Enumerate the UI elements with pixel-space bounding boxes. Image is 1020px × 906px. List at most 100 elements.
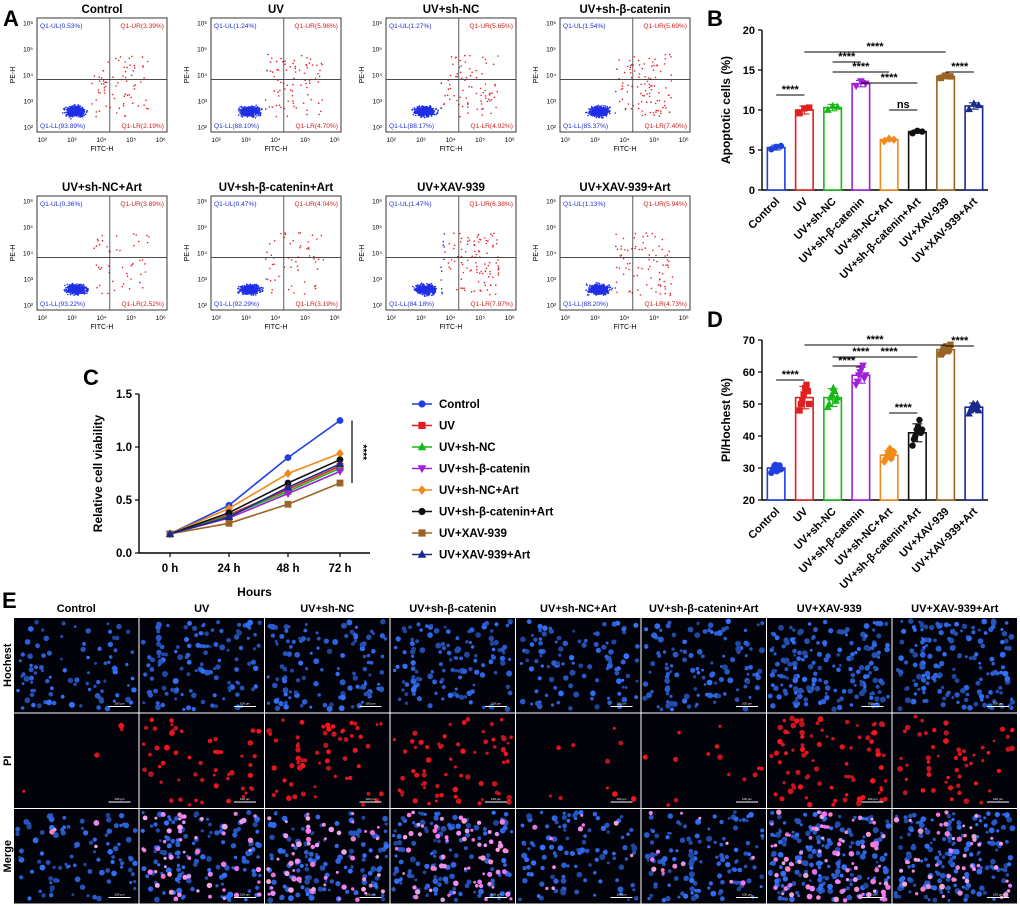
flow-y-tick: 10³ [373, 98, 383, 105]
flow-x-tick: 10² [211, 137, 221, 144]
flow-dot [302, 102, 305, 104]
flow-dot [100, 83, 103, 85]
flow-dot [322, 258, 325, 261]
flow-dot [310, 98, 312, 101]
flow-dot [479, 238, 481, 241]
flow-dot [616, 291, 618, 294]
flow-dot [615, 233, 617, 236]
flow-dot [421, 108, 424, 111]
flow-dot [117, 82, 119, 84]
flow-y-tick: 10³ [24, 98, 34, 105]
flow-dot [629, 68, 631, 71]
flow-dot [103, 86, 106, 89]
flow-x-tick: 10⁴ [619, 315, 629, 322]
flow-dot [246, 108, 248, 111]
flow-dot [237, 114, 240, 116]
flow-dot [71, 290, 73, 292]
flow-dot [467, 103, 469, 105]
flow-dot [652, 69, 655, 71]
flow-dot [106, 81, 108, 84]
flow-dot [126, 66, 128, 69]
flow-dot [664, 58, 667, 60]
quadrant-ul-label: Q1-UL(1.13%) [563, 201, 606, 208]
flow-dot [308, 255, 311, 257]
flow-dot [497, 265, 499, 267]
flow-y-tick: 10⁴ [23, 72, 33, 79]
flow-dot [471, 71, 473, 73]
flow-dot [78, 116, 80, 118]
flow-dot [431, 286, 433, 289]
flow-dot [610, 289, 613, 291]
flow-dot [441, 292, 444, 295]
flow-dot [69, 293, 72, 296]
flow-dot [121, 285, 124, 288]
flow-y-label: PE-H [533, 67, 540, 84]
flow-dot [435, 108, 438, 110]
flow-dot [265, 278, 267, 280]
flow-dot [133, 244, 135, 247]
quadrant-ur-label: Q1-UR(5.96%) [294, 23, 338, 30]
flow-dot [412, 108, 414, 110]
flow-dot [130, 96, 132, 99]
flow-dot [480, 103, 483, 105]
flow-dot [305, 82, 307, 85]
quadrant-lr-label: Q1-LR(4.73%) [644, 301, 687, 308]
flow-dot [269, 279, 272, 282]
flow-dot [481, 73, 483, 75]
flow-dot [289, 242, 292, 245]
flow-dot [484, 89, 486, 92]
flow-dot [488, 261, 491, 264]
flow-y-tick: 10² [547, 124, 557, 131]
flow-dot [625, 267, 627, 269]
flow-dot [415, 287, 418, 290]
flow-dot [278, 95, 280, 97]
flow-dot [78, 108, 81, 111]
flow-dot [640, 92, 642, 95]
flow-dot [144, 263, 146, 265]
flow-dot [308, 80, 311, 82]
flow-dot [608, 284, 610, 287]
flow-dot [124, 61, 126, 63]
flow-dot [607, 286, 610, 289]
flow-dot [497, 272, 500, 274]
flow-dot [475, 262, 477, 264]
flow-dot [597, 104, 599, 107]
flow-dot [487, 98, 490, 101]
flow-dot [303, 72, 306, 75]
flow-dot [622, 257, 625, 260]
flow-dot [611, 287, 613, 290]
flow-dot [98, 80, 101, 82]
flow-dot [68, 113, 70, 116]
flow-dot [603, 110, 605, 112]
flow-dot [291, 90, 294, 92]
flow-dot [251, 110, 253, 112]
flow-dot [643, 63, 646, 65]
flow-dot [250, 285, 252, 288]
flow-dot [413, 108, 416, 111]
flow-dot [490, 99, 493, 101]
flow-dot [240, 114, 243, 116]
flow-dot [467, 112, 469, 114]
flow-dot [78, 289, 80, 292]
flow-y-tick: 10² [373, 302, 383, 309]
flow-panel-title: UV [268, 4, 284, 16]
quadrant-ul-label: Q1-UL(1.47%) [389, 201, 432, 208]
flow-dot [98, 110, 101, 112]
flow-dot [131, 55, 133, 58]
flow-x-tick: 10³ [241, 137, 251, 144]
flow-dot [650, 287, 653, 290]
flow-dot [420, 282, 423, 285]
flow-dot [658, 91, 660, 94]
flow-dot [307, 246, 310, 249]
flow-dot [300, 84, 302, 86]
flow-dot [449, 87, 452, 90]
flow-dot [98, 243, 101, 246]
flow-dot [69, 115, 71, 118]
flow-dot [144, 271, 147, 273]
flow-dot [243, 284, 246, 287]
flow-dot [311, 64, 314, 66]
flow-dot [626, 263, 629, 265]
flow-dot [68, 105, 71, 108]
flow-dot [290, 266, 292, 269]
flow-dot [494, 83, 496, 86]
